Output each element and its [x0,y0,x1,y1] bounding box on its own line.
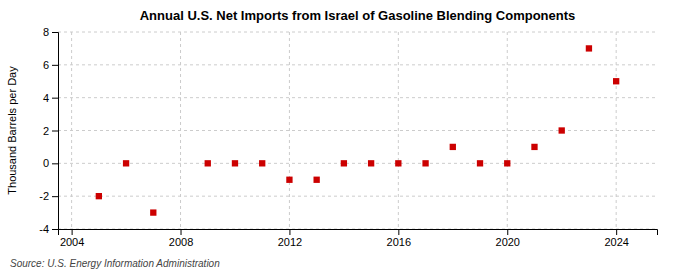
y-tick: 4 [43,92,58,104]
y-tick: 6 [43,59,58,71]
y-tick: 0 [43,157,58,169]
y-tick-mark [52,98,58,99]
x-tick-mark [72,229,73,235]
y-tick-mark [52,131,58,132]
y-axis-label: Thousand Barrels per Day [6,66,18,195]
point [504,160,510,166]
y-tick-label: 2 [43,125,49,137]
point [613,78,619,84]
grid [58,32,657,229]
y-tick-label: -2 [39,190,49,202]
point [150,209,156,215]
point [368,160,374,166]
grid-line-y [58,32,657,33]
points [96,45,620,215]
point [450,144,456,150]
x-tick-label: 2012 [278,236,302,248]
y-axis-line [52,33,59,230]
point [395,160,401,166]
x-tick-label: 2020 [496,236,520,248]
x-tick: 2004 [60,229,84,248]
y-tick-mark [52,229,58,230]
x-tick-label: 2024 [604,236,628,248]
grid-line-y [58,97,657,98]
y-tick-label: -4 [39,223,49,235]
point [232,160,238,166]
x-tick-label: 2004 [60,236,84,248]
y-axis: -4 -2 0 2 4 6 8 [39,26,58,235]
annotation: Source: U.S. Energy Information Administ… [10,258,220,269]
y-tick-mark [52,65,58,66]
x-tick: 2016 [387,229,411,248]
chart: 2004 2008 2012 2016 2020 2024 -4 -2 0 2 4 6 8 Annual … [0,0,675,275]
x-tick-label: 2016 [387,236,411,248]
x-tick: 2024 [604,229,628,248]
point [205,160,211,166]
x-tick-mark [181,229,182,235]
grid-line-y [58,196,657,197]
y-tick-label: 4 [43,92,49,104]
grid-line-y [58,163,657,164]
point [559,127,565,133]
y-tick: 8 [43,26,58,38]
x-tick-mark [616,229,617,235]
point [123,160,129,166]
x-tick: 2012 [278,229,302,248]
y-tick: 2 [43,125,58,137]
point [422,160,428,166]
y-tick: -4 [39,223,58,235]
point [259,160,265,166]
point [531,144,537,150]
plot-area: 2004 2008 2012 2016 2020 2024 -4 -2 0 2 4 6 8 [39,26,657,248]
x-tick-label: 2008 [169,236,193,248]
title: Annual U.S. Net Imports from Israel of G… [140,8,576,23]
x-tick: 2008 [169,229,193,248]
point [477,160,483,166]
grid-line-x [289,32,290,229]
y-tick-mark [52,32,58,33]
point [96,193,102,199]
point [586,45,592,51]
x-axis: 2004 2008 2012 2016 2020 2024 [59,229,658,248]
y-tick-mark [52,196,58,197]
x-tick-mark [289,229,290,235]
y-tick-label: 6 [43,59,49,71]
y-tick-mark [52,163,58,164]
grid-line-y [58,130,657,131]
point [341,160,347,166]
grid-line-x [507,32,508,229]
x-tick-mark [398,229,399,235]
y-tick-label: 8 [43,26,49,38]
x-tick: 2020 [496,229,520,248]
grid-line-y [58,64,657,65]
x-axis-line [59,230,658,236]
y-tick: -2 [39,190,58,202]
point [313,177,319,183]
point [286,177,292,183]
x-tick-mark [507,229,508,235]
y-tick-label: 0 [43,157,49,169]
grid-line-x [398,32,399,229]
